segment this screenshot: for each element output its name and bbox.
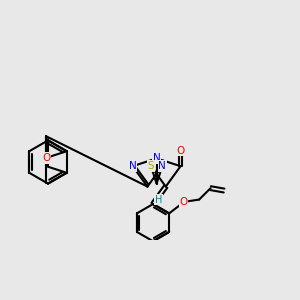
Text: O: O (176, 146, 185, 156)
Text: O: O (179, 197, 188, 207)
Text: N: N (158, 161, 166, 171)
Text: H: H (155, 194, 162, 205)
Text: S: S (148, 161, 154, 171)
Text: N: N (153, 153, 160, 164)
Text: N: N (129, 161, 136, 171)
Text: O: O (42, 153, 50, 163)
